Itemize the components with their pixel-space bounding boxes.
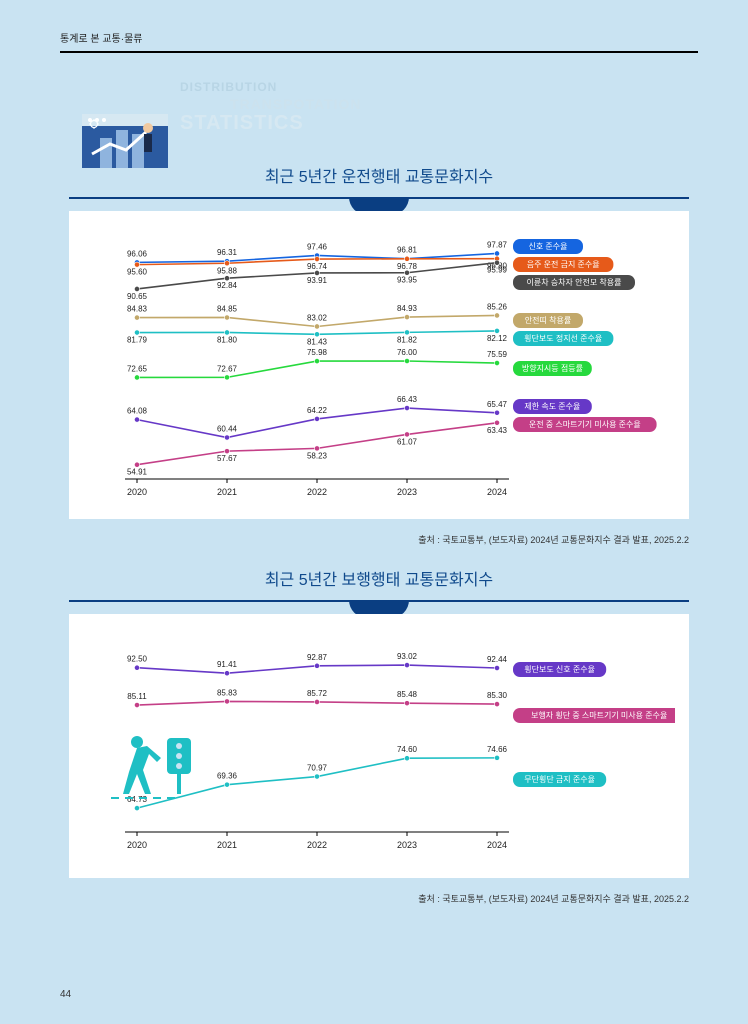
svg-text:85.30: 85.30: [487, 691, 508, 700]
svg-text:70.97: 70.97: [307, 764, 328, 773]
svg-text:83.02: 83.02: [307, 313, 328, 322]
svg-text:96.06: 96.06: [127, 249, 148, 258]
svg-text:85.72: 85.72: [307, 689, 328, 698]
chart2-title: 최근 5년간 보행행태 교통문화지수: [60, 566, 698, 590]
svg-text:85.83: 85.83: [217, 688, 238, 697]
svg-text:2022: 2022: [307, 487, 327, 497]
pedestrian-illustration-icon: [107, 732, 217, 812]
svg-text:93.91: 93.91: [307, 276, 328, 285]
svg-text:횡단보도 정지선 준수율: 횡단보도 정지선 준수율: [524, 333, 602, 343]
svg-text:2021: 2021: [217, 840, 237, 850]
svg-text:72.67: 72.67: [217, 364, 238, 373]
chart2-divider: [69, 600, 689, 602]
svg-text:72.65: 72.65: [127, 364, 148, 373]
svg-text:보행자 횡단 중 스마트기기 미사용 준수율: 보행자 횡단 중 스마트기기 미사용 준수율: [531, 710, 667, 720]
chart1-card: 2020 2021 2022 2023 2024 96.06 96.31 97.46 96.81…: [69, 211, 689, 519]
page-number: 44: [60, 989, 71, 1000]
svg-text:2020: 2020: [127, 487, 147, 497]
svg-text:92.50: 92.50: [127, 655, 148, 664]
svg-text:69.36: 69.36: [217, 772, 238, 781]
svg-text:54.91: 54.91: [127, 468, 148, 477]
svg-text:85.11: 85.11: [127, 692, 147, 701]
svg-text:무단횡단 금지 준수율: 무단횡단 금지 준수율: [524, 774, 595, 784]
svg-text:74.60: 74.60: [397, 745, 418, 754]
svg-text:97.87: 97.87: [487, 240, 508, 249]
svg-text:97.46: 97.46: [307, 242, 328, 251]
svg-text:65.47: 65.47: [487, 400, 508, 409]
svg-text:58.23: 58.23: [307, 451, 328, 460]
svg-text:64.22: 64.22: [307, 406, 328, 415]
svg-text:95.99: 95.99: [487, 266, 508, 275]
svg-text:81.43: 81.43: [307, 337, 328, 346]
svg-text:85.48: 85.48: [397, 690, 418, 699]
chart2-card: 2020 2021 2022 2023 2024 92.50 91.41 92.87 93.02…: [69, 614, 689, 878]
svg-text:2023: 2023: [397, 487, 417, 497]
svg-text:2024: 2024: [487, 487, 507, 497]
svg-text:2022: 2022: [307, 840, 327, 850]
svg-text:음주 운전 금지 준수율: 음주 운전 금지 준수율: [527, 259, 600, 269]
svg-text:64.08: 64.08: [127, 407, 148, 416]
svg-text:2021: 2021: [217, 487, 237, 497]
svg-text:96.81: 96.81: [397, 246, 418, 255]
svg-text:92.87: 92.87: [307, 653, 328, 662]
driving-behavior-chart: 2020 2021 2022 2023 2024 96.06 96.31 97.46 96.81…: [83, 229, 675, 509]
svg-text:2023: 2023: [397, 840, 417, 850]
svg-text:제한 속도 준수율: 제한 속도 준수율: [524, 402, 580, 411]
svg-text:84.93: 84.93: [397, 304, 418, 313]
svg-text:93.02: 93.02: [397, 652, 418, 661]
svg-text:이륜차 승차자 안전모 착용률: 이륜차 승차자 안전모 착용률: [527, 277, 622, 287]
svg-text:84.83: 84.83: [127, 305, 148, 314]
svg-text:2020: 2020: [127, 840, 147, 850]
svg-text:75.98: 75.98: [307, 348, 328, 357]
svg-text:91.41: 91.41: [217, 660, 238, 669]
svg-text:60.44: 60.44: [217, 425, 238, 434]
svg-text:90.65: 90.65: [127, 292, 148, 301]
svg-text:81.79: 81.79: [127, 336, 148, 345]
chart2-source: 출처 : 국토교통부, (보도자료) 2024년 교통문화지수 결과 발표, 2…: [69, 892, 689, 905]
svg-text:75.59: 75.59: [487, 350, 508, 359]
svg-text:93.95: 93.95: [397, 276, 418, 285]
svg-text:횡단보도 신호 준수율: 횡단보도 신호 준수율: [524, 664, 595, 674]
svg-text:96.31: 96.31: [217, 248, 238, 257]
chart1-divider: [69, 197, 689, 199]
svg-text:안전띠 착용률: 안전띠 착용률: [525, 315, 571, 325]
page-header: 통계로 본 교통·물류: [60, 30, 698, 53]
svg-text:76.00: 76.00: [397, 348, 418, 357]
svg-text:81.82: 81.82: [397, 335, 418, 344]
svg-text:방향지시등 점등률: 방향지시등 점등률: [522, 363, 583, 373]
svg-text:61.07: 61.07: [397, 437, 418, 446]
svg-text:95.60: 95.60: [127, 268, 148, 277]
svg-text:81.80: 81.80: [217, 335, 238, 344]
header-illustration-icon: [70, 104, 180, 179]
svg-text:2024: 2024: [487, 840, 507, 850]
svg-text:74.66: 74.66: [487, 745, 508, 754]
chart1-source: 출처 : 국토교통부, (보도자료) 2024년 교통문화지수 결과 발표, 2…: [69, 533, 689, 546]
svg-text:신호 준수율: 신호 준수율: [528, 242, 567, 251]
svg-text:92.44: 92.44: [487, 655, 508, 664]
svg-text:운전 중 스마트기기 미사용 준수율: 운전 중 스마트기기 미사용 준수율: [529, 419, 641, 429]
svg-text:82.12: 82.12: [487, 334, 508, 343]
svg-text:66.43: 66.43: [397, 395, 418, 404]
svg-text:57.67: 57.67: [217, 454, 238, 463]
svg-text:95.88: 95.88: [217, 266, 238, 275]
svg-text:96.78: 96.78: [397, 262, 418, 271]
svg-text:92.84: 92.84: [217, 281, 238, 290]
svg-text:63.43: 63.43: [487, 426, 508, 435]
svg-text:84.85: 84.85: [217, 304, 238, 313]
svg-text:85.26: 85.26: [487, 302, 508, 311]
svg-text:96.74: 96.74: [307, 262, 328, 271]
